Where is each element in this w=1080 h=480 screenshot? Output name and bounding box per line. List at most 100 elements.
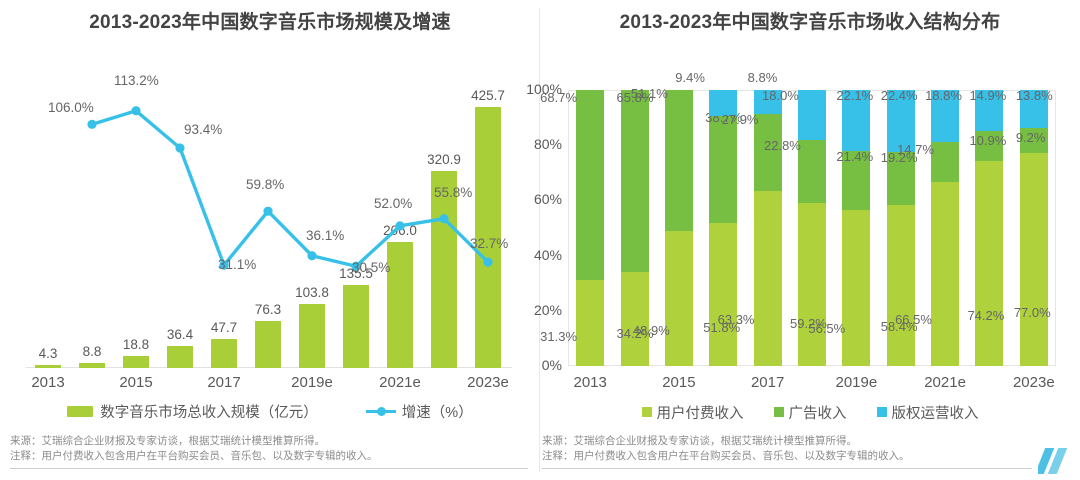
x-axis-label-2023e: 2023e	[1012, 374, 1055, 391]
stack-segment-2019e-0[interactable]	[842, 210, 871, 366]
bar-value-label-2013: 4.3	[38, 346, 58, 362]
stack-segment-2022e-1[interactable]	[975, 131, 1004, 162]
line-point-2016[interactable]	[175, 143, 185, 153]
panel-divider	[539, 8, 540, 472]
stack-segment-2017-0[interactable]	[753, 191, 782, 366]
legend-label-copyright: 版权运营收入	[891, 405, 979, 422]
legend-label-growth-rate: 增速（%）	[401, 404, 473, 421]
stack-segment-2015-0[interactable]	[664, 231, 693, 366]
y-axis-label-100pct: 100%	[526, 81, 562, 97]
stack-segment-2021e-2[interactable]	[931, 90, 960, 142]
stack-segment-2015-1[interactable]	[664, 90, 693, 232]
left-note-text: 注释：用户付费收入包含用户在平台购买会员、音乐包、以及数字专辑的收入。	[10, 450, 378, 462]
segment-value-label-2023e-0: 77.0%	[1013, 305, 1051, 321]
y-axis-label-40pct: 40%	[533, 246, 562, 263]
stack-segment-2017-2[interactable]	[753, 90, 782, 115]
user-paid-swatch-icon	[641, 407, 652, 417]
stack-segment-2016-2[interactable]	[709, 90, 738, 117]
segment-value-label-2022e-0: 74.2%	[967, 308, 1005, 324]
line-point-2020e[interactable]	[351, 261, 361, 271]
bar-2020e[interactable]	[343, 284, 369, 368]
stack-segment-2017-1[interactable]	[753, 114, 782, 192]
legend-item-market-size[interactable]: 数字音乐市场总收入规模（亿元）	[67, 401, 318, 422]
x-axis-label-2017: 2017	[207, 374, 241, 391]
x-axis-label-2023e: 2023e	[467, 374, 509, 391]
right-source-text: 来源：艾瑞综合企业财报及专家访谈，根据艾瑞统计模型推算所得。	[542, 435, 857, 447]
stack-segment-2023e-1[interactable]	[1019, 128, 1048, 154]
x-axis-label-2015: 2015	[662, 374, 696, 391]
left-footnotes: 来源：艾瑞综合企业财报及专家访谈，根据艾瑞统计模型推算所得。 注释：用户付费收入…	[10, 434, 530, 464]
segment-value-label-2017-2: 8.8%	[747, 70, 778, 85]
stack-segment-2020e-1[interactable]	[886, 151, 915, 205]
legend-item-growth-rate[interactable]: 增速（%）	[365, 401, 473, 422]
bar-2015[interactable]	[123, 356, 149, 368]
stack-segment-2023e-2[interactable]	[1019, 90, 1048, 129]
line-point-2022e[interactable]	[439, 214, 449, 224]
stack-segment-2021e-1[interactable]	[931, 141, 960, 183]
segment-value-label-2013-0: 31.3%	[540, 329, 578, 345]
segment-value-label-2022e-1: 10.9%	[969, 133, 1007, 149]
line-value-label-2016: 93.4%	[184, 122, 223, 137]
line-point-2021e[interactable]	[395, 221, 405, 231]
segment-value-label-2018-0: 59.2%	[790, 315, 827, 331]
stack-segment-2019e-1[interactable]	[842, 150, 871, 211]
bar-2016[interactable]	[167, 345, 193, 368]
left-chart-legend: 数字音乐市场总收入规模（亿元） 增速（%）	[20, 400, 520, 422]
segment-value-label-2021e-0: 66.5%	[895, 312, 932, 328]
right-note-text: 注释：用户付费收入包含用户在平台购买会员、音乐包、以及数字专辑的收入。	[542, 450, 910, 462]
line-marker-icon	[365, 405, 396, 417]
line-point-2015[interactable]	[131, 106, 141, 116]
bar-value-label-2014: 8.8	[82, 343, 102, 359]
bar-value-label-2015: 18.8	[122, 337, 150, 353]
stack-segment-2018-0[interactable]	[798, 202, 826, 366]
y-axis-label-20pct: 20%	[533, 301, 562, 318]
bar-2021e[interactable]	[387, 241, 413, 368]
bar-2014[interactable]	[79, 362, 105, 368]
line-value-label-2020e: 30.5%	[352, 260, 391, 276]
stack-segment-2016-0[interactable]	[709, 223, 738, 366]
line-value-label-2021e: 52.0%	[374, 195, 413, 211]
line-point-2019e[interactable]	[307, 251, 317, 261]
line-value-label-2017: 31.1%	[218, 257, 257, 273]
legend-item-copyright[interactable]: 版权运营收入	[876, 402, 979, 423]
stack-segment-2018-1[interactable]	[798, 139, 826, 203]
stack-segment-2021e-0[interactable]	[931, 182, 960, 366]
legend-item-advertising[interactable]: 广告收入	[773, 402, 847, 423]
line-point-2017[interactable]	[219, 260, 229, 270]
bar-2022e[interactable]	[431, 171, 457, 368]
stack-segment-2022e-2[interactable]	[975, 90, 1004, 132]
stack-segment-2020e-2[interactable]	[886, 90, 915, 152]
right-chart-panel: 2013-2023年中国数字音乐市场收入结构分布 用户付费收入 广告收入 版权运…	[526, 0, 1080, 480]
right-chart-title: 2013-2023年中国数字音乐市场收入结构分布	[619, 12, 1001, 33]
stack-segment-2016-1[interactable]	[709, 116, 738, 224]
stack-segment-2018-2[interactable]	[798, 90, 826, 140]
stack-segment-2014-1[interactable]	[620, 90, 649, 272]
stack-segment-2020e-0[interactable]	[886, 204, 915, 366]
bar-2017[interactable]	[211, 338, 237, 368]
stack-segment-2013-1[interactable]	[576, 90, 605, 280]
y-axis-label-80pct: 80%	[533, 136, 562, 153]
stack-segment-2013-0[interactable]	[576, 279, 605, 366]
legend-item-user-paid[interactable]: 用户付费收入	[641, 402, 744, 423]
line-value-label-2023e: 32.7%	[470, 236, 509, 252]
left-chart-title: 2013-2023年中国数字音乐市场规模及增速	[89, 12, 451, 33]
stack-segment-2022e-0[interactable]	[975, 161, 1004, 366]
x-axis-label-2019e: 2019e	[835, 374, 878, 391]
stack-segment-2014-0[interactable]	[620, 271, 649, 366]
bar-value-label-2023e: 425.7	[471, 88, 505, 104]
bar-2023e[interactable]	[475, 107, 501, 368]
bar-2013[interactable]	[35, 365, 61, 368]
line-point-2014[interactable]	[87, 119, 97, 129]
line-point-2018[interactable]	[263, 206, 273, 216]
line-point-2023e[interactable]	[483, 257, 493, 267]
stack-segment-2019e-2[interactable]	[842, 90, 871, 151]
bar-value-label-2016: 36.4	[166, 326, 194, 342]
segment-value-label-2014-0: 34.2%	[616, 326, 654, 342]
bar-value-label-2019e: 103.8	[295, 285, 329, 301]
x-axis-label-2021e: 2021e	[924, 374, 966, 391]
segment-value-label-2014-1: 65.8%	[616, 90, 654, 105]
bar-2018[interactable]	[255, 321, 281, 368]
bar-2019e[interactable]	[299, 304, 325, 368]
segment-value-label-2023e-2: 13.8%	[1015, 88, 1053, 103]
stack-segment-2023e-0[interactable]	[1019, 153, 1048, 366]
